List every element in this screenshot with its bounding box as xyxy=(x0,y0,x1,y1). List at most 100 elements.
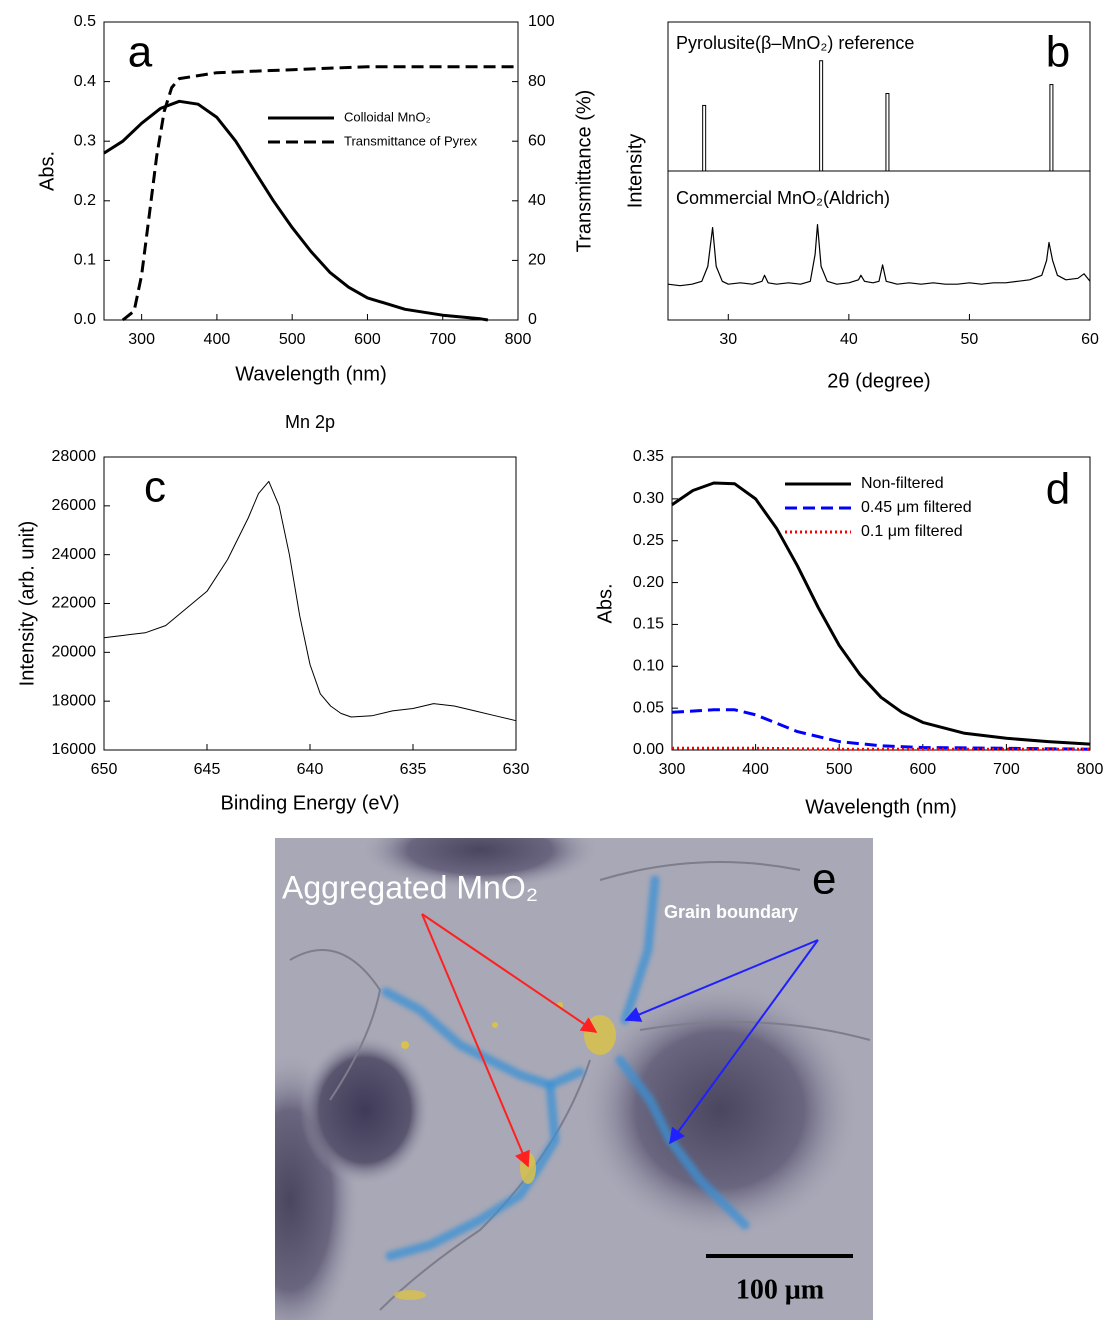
pattern-label: Commercial MnO₂(Aldrich) xyxy=(676,188,890,208)
y-axis-label: Intensity (arb. unit) xyxy=(16,521,38,687)
y-tick-label: 0.30 xyxy=(633,490,664,507)
x-axis-label: Wavelength (nm) xyxy=(235,363,387,385)
x-tick-label: 400 xyxy=(204,331,231,348)
y-axis-label: Abs. xyxy=(36,151,58,191)
legend-label: Transmittance of Pyrex xyxy=(344,133,478,148)
panel-label: d xyxy=(1046,465,1070,514)
aggregate xyxy=(584,1015,616,1055)
x-axis-label: Binding Energy (eV) xyxy=(221,792,400,814)
data-line xyxy=(103,99,489,322)
arrow xyxy=(421,913,598,1033)
y-tick-label: 0.2 xyxy=(74,192,96,209)
annotation: Grain boundary xyxy=(664,902,798,922)
x-tick-label: 640 xyxy=(297,761,324,778)
data-line xyxy=(121,65,518,322)
plot-frame xyxy=(103,21,519,321)
y-tick-label: 28000 xyxy=(52,448,97,465)
data-line xyxy=(672,746,1090,751)
panel-label: b xyxy=(1046,28,1070,77)
legend-label: 0.1 μm filtered xyxy=(861,523,963,540)
arrow xyxy=(421,913,530,1168)
x-tick-label: 800 xyxy=(1077,761,1104,778)
reference-peak xyxy=(702,104,707,172)
arrow xyxy=(624,939,819,1022)
data-line xyxy=(671,481,1091,746)
x-tick-label: 700 xyxy=(429,331,456,348)
data-line xyxy=(671,708,1091,751)
x-tick-label: 60 xyxy=(1081,331,1099,348)
chart-title: Mn 2p xyxy=(285,412,335,432)
y2-tick-label: 100 xyxy=(528,13,555,30)
legend-label: Non-filtered xyxy=(861,475,944,492)
y-tick-label: 0.00 xyxy=(633,741,664,758)
x-tick-label: 700 xyxy=(993,761,1020,778)
x-axis-label: 2θ (degree) xyxy=(827,370,930,392)
y-tick-label: 24000 xyxy=(52,546,97,563)
aggregate xyxy=(520,1152,536,1184)
x-tick-label: 650 xyxy=(91,761,118,778)
y-tick-label: 0.25 xyxy=(633,532,664,549)
x-tick-label: 630 xyxy=(503,761,530,778)
x-tick-label: 30 xyxy=(719,331,737,348)
y2-tick-label: 80 xyxy=(528,73,546,90)
y-tick-label: 0.0 xyxy=(74,311,96,328)
panel-label: c xyxy=(144,463,166,512)
x-tick-label: 500 xyxy=(826,761,853,778)
micrograph: Aggregated MnO₂ Grain boundary e 100 μm xyxy=(275,838,873,1320)
y-tick-label: 0.05 xyxy=(633,699,664,716)
y-tick-label: 0.15 xyxy=(633,616,664,633)
reference-peak xyxy=(885,93,890,172)
data-line xyxy=(667,224,1091,287)
y2-tick-label: 40 xyxy=(528,192,546,209)
scale-bar-label: 100 μm xyxy=(736,1274,824,1305)
grain-line xyxy=(379,1059,591,1311)
y-tick-label: 0.1 xyxy=(74,252,96,269)
dark-region xyxy=(360,838,600,890)
y2-axis-label: Transmittance (%) xyxy=(573,90,595,253)
y-tick-label: 0.35 xyxy=(633,448,664,465)
y-tick-label: 26000 xyxy=(52,497,97,514)
x-tick-label: 800 xyxy=(505,331,532,348)
y2-tick-label: 0 xyxy=(528,311,537,328)
y-tick-label: 22000 xyxy=(52,595,97,612)
arrow xyxy=(669,939,819,1145)
x-tick-label: 600 xyxy=(354,331,381,348)
legend-label: 0.45 μm filtered xyxy=(861,499,972,516)
legend-label: Colloidal MnO₂ xyxy=(344,109,431,124)
grain-line xyxy=(599,861,801,881)
y-tick-label: 0.20 xyxy=(633,574,664,591)
reference-peak xyxy=(1049,84,1054,172)
x-tick-label: 300 xyxy=(128,331,155,348)
x-tick-label: 600 xyxy=(909,761,936,778)
aggregate xyxy=(401,1041,409,1049)
pattern-label: Pyrolusite(β–MnO₂) reference xyxy=(676,33,914,53)
x-tick-label: 645 xyxy=(194,761,221,778)
x-tick-label: 50 xyxy=(961,331,979,348)
y-tick-label: 0.4 xyxy=(74,73,96,90)
x-tick-label: 635 xyxy=(400,761,427,778)
x-tick-label: 300 xyxy=(659,761,686,778)
aggregate xyxy=(394,1290,426,1300)
y-tick-label: 18000 xyxy=(52,692,97,709)
aggregate xyxy=(492,1022,498,1028)
y-tick-label: 16000 xyxy=(52,741,97,758)
annotation: Aggregated MnO₂ xyxy=(282,869,538,905)
dark-region xyxy=(580,980,860,1240)
x-tick-label: 40 xyxy=(840,331,858,348)
x-tick-label: 400 xyxy=(742,761,769,778)
data-line xyxy=(103,480,517,722)
dark-region xyxy=(300,1035,430,1185)
y-tick-label: 0.3 xyxy=(74,132,96,149)
y-tick-label: 20000 xyxy=(52,644,97,661)
boundary-highlight xyxy=(381,987,585,1090)
reference-peak xyxy=(819,60,824,172)
plot-frame xyxy=(671,456,1091,751)
y-tick-label: 0.10 xyxy=(633,658,664,675)
boundary-highlight xyxy=(620,875,660,1025)
panel-label: e xyxy=(812,855,836,904)
x-axis-label: Wavelength (nm) xyxy=(805,796,957,818)
x-tick-label: 500 xyxy=(279,331,306,348)
y-axis-label: Intensity xyxy=(624,134,646,208)
panel-label: a xyxy=(128,28,153,77)
